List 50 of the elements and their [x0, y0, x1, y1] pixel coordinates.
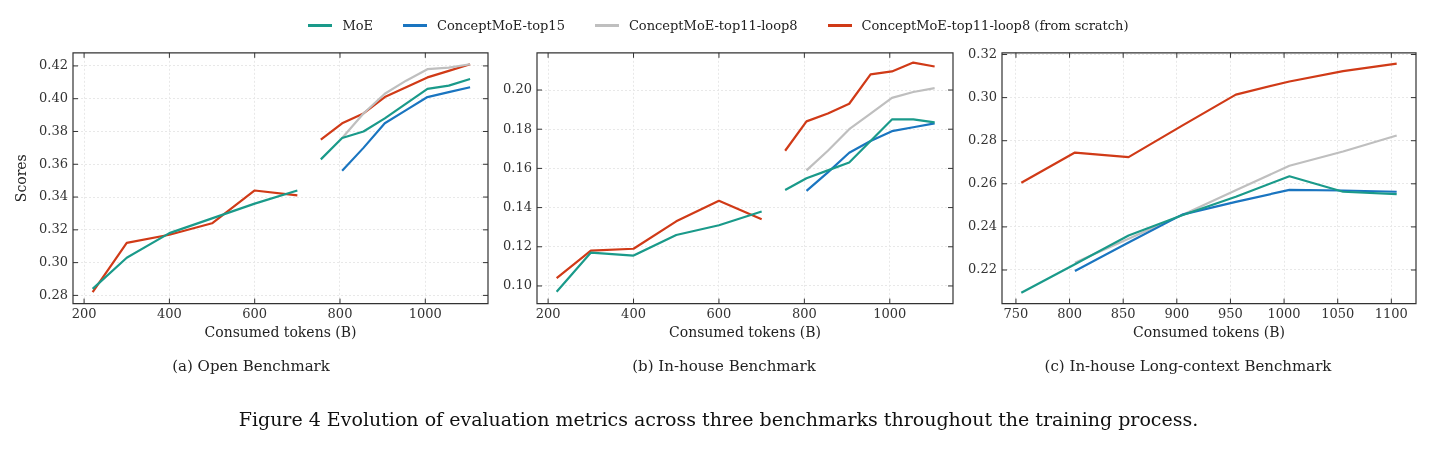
y-tick-label: 0.16: [503, 159, 532, 175]
y-tick-label: 0.24: [968, 218, 997, 234]
legend-label: ConceptMoE-top11-loop8 (from scratch): [861, 18, 1129, 33]
caption: Figure 4 Evolution of evaluation metrics across three benchmarks throughout the training process.: [237, 408, 1200, 430]
y-tick-label: 0.42: [39, 57, 68, 73]
y-tick-label: 0.10: [503, 277, 532, 293]
x-tick-label: 950: [1218, 305, 1243, 321]
x-tick-label: 200: [71, 305, 97, 321]
x-tick-label: 600: [242, 305, 268, 321]
y-tick-label: 0.32: [968, 45, 997, 61]
x-tick-label: 1000: [408, 305, 442, 321]
y-tick-label: 0.32: [39, 221, 68, 237]
y-tick-label: 0.18: [503, 120, 532, 136]
y-tick-label: 0.30: [39, 253, 68, 269]
y-tick-label: 0.26: [968, 175, 997, 191]
y-tick-label: 0.22: [968, 261, 997, 277]
legend-label: MoE: [342, 18, 374, 33]
x-tick-label: 600: [706, 305, 732, 321]
x-tick-label: 800: [1057, 305, 1082, 321]
y-tick-label: 0.34: [39, 188, 68, 204]
x-tick-label: 1050: [1321, 305, 1355, 321]
y-tick-label: 0.12: [503, 238, 532, 254]
y-tick-label: 0.28: [39, 286, 68, 302]
x-tick-label: 800: [327, 305, 353, 321]
x-tick-label: 1000: [873, 305, 907, 321]
x-tick-label: 1000: [1267, 305, 1301, 321]
x-tick-label: 400: [156, 305, 182, 321]
text: (a) Open Benchmark: [172, 356, 331, 375]
y-tick-label: 0.38: [39, 122, 68, 138]
y-tick-label: 0.14: [503, 198, 532, 214]
y-tick-label: 0.28: [968, 132, 997, 148]
x-tick-label: 750: [1003, 305, 1029, 321]
x-axis-title: Consumed tokens (B): [1132, 324, 1286, 341]
x-tick-label: 800: [791, 305, 817, 321]
x-tick-label: 200: [535, 305, 561, 321]
x-tick-label: 850: [1110, 305, 1136, 321]
legend-label: ConceptMoE-top15: [437, 18, 565, 33]
y-tick-label: 0.30: [968, 88, 997, 104]
x-axis-title: Consumed tokens (B): [668, 324, 822, 341]
text: (b) In-house Benchmark: [632, 356, 817, 375]
legend-label: ConceptMoE-top11-loop8: [628, 18, 798, 33]
text: (c) In-house Long-context Benchmark: [1044, 356, 1333, 375]
x-axis-title: Consumed tokens (B): [204, 324, 357, 341]
y-tick-label: 0.20: [503, 81, 532, 97]
x-tick-label: 400: [621, 305, 646, 321]
y-tick-label: 0.36: [39, 155, 68, 171]
x-tick-label: 900: [1164, 305, 1190, 321]
y-axis-title: Scores: [13, 154, 30, 203]
x-tick-label: 1100: [1374, 305, 1408, 321]
y-tick-label: 0.40: [39, 90, 68, 106]
